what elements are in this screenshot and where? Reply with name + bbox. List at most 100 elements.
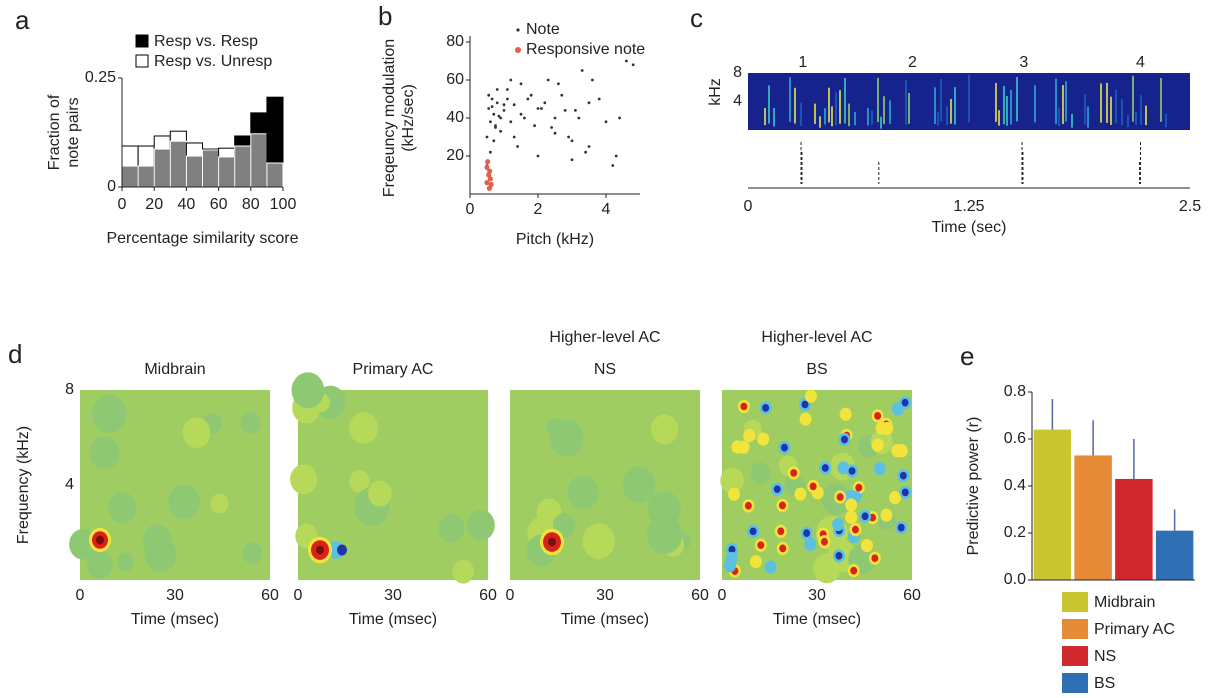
panel-title: Midbrain (144, 361, 205, 378)
scatter-point (489, 120, 492, 124)
strf-blob (899, 471, 907, 480)
scatter-point (597, 97, 601, 101)
x-tick-label: 0 (118, 196, 127, 213)
strf-blob (809, 482, 817, 491)
strf-blob (767, 563, 775, 571)
scatter-point (492, 139, 496, 143)
strf-blob (898, 446, 906, 455)
spectrogram-texture (1121, 99, 1123, 126)
spectrogram-texture (877, 77, 879, 123)
x-axis-label: Time (msec) (131, 611, 219, 628)
x-axis-label: Time (msec) (349, 611, 437, 628)
spectrogram-texture (1010, 89, 1012, 125)
strf-blob (796, 490, 804, 498)
strf-blob (801, 400, 809, 409)
spectrogram-texture (1006, 95, 1008, 126)
strf-blob (840, 435, 848, 444)
scatter-point (484, 164, 490, 170)
spectrogram-texture (1084, 94, 1086, 125)
strf-blob (452, 559, 475, 584)
strf-blob (901, 488, 909, 497)
scatter-point (512, 103, 516, 107)
strf-blob (726, 561, 734, 570)
strf-blob (882, 511, 890, 519)
y-tick-label: 60 (446, 71, 464, 88)
strf-blob (91, 394, 127, 434)
spectrogram-texture (1110, 96, 1112, 125)
note-label: 1 (798, 54, 807, 71)
spectrogram-texture (848, 103, 850, 127)
scatter-point (487, 168, 493, 174)
strf-blob (876, 464, 884, 473)
scatter-point (553, 116, 557, 120)
y-tick-label: 4 (733, 93, 742, 110)
y-axis-label: kHz (707, 78, 724, 106)
spectrogram-texture (1016, 76, 1018, 122)
x-tick-label: 30 (808, 587, 826, 604)
spectrogram-texture (1058, 107, 1060, 127)
x-tick-label: 2.5 (1179, 198, 1201, 215)
histogram-bar-overlap (250, 133, 268, 188)
y-tick-label: 0.2 (1004, 524, 1026, 541)
legend-swatch (1062, 673, 1088, 693)
strf-blob (762, 404, 770, 412)
panel-letter: d (8, 339, 22, 369)
legend-swatch (515, 47, 521, 53)
strf-blob (337, 544, 347, 556)
scatter-point (499, 116, 502, 120)
x-axis-label: Pitch (kHz) (516, 231, 594, 248)
spectrogram-texture (940, 78, 942, 122)
y-axis-label: Frequency (kHz) (15, 426, 32, 544)
strf-blob (802, 415, 810, 423)
histogram-bar-overlap (218, 156, 236, 188)
strf-blob (728, 545, 736, 554)
scatter-point (485, 135, 489, 139)
histogram-bar-overlap (185, 155, 203, 188)
y-tick-label: 8 (65, 381, 74, 398)
x-tick-label: 0 (506, 587, 515, 604)
y-tick-label: 0.6 (1004, 430, 1026, 447)
spectrogram-texture (880, 116, 882, 129)
spectrogram-texture (1165, 113, 1167, 128)
x-tick-label: 4 (602, 201, 611, 218)
scatter-point (487, 176, 493, 182)
x-axis-label: Time (sec) (932, 219, 1007, 236)
scatter-point (618, 116, 621, 120)
legend-label: Midbrain (1094, 594, 1155, 611)
strf-blob (790, 469, 798, 477)
strf-blob (740, 402, 748, 411)
spectrogram-texture (871, 110, 873, 125)
strf-blob (744, 501, 752, 510)
x-axis-label: Time (msec) (773, 611, 861, 628)
spectrogram-texture (998, 110, 1000, 126)
strf-blob (861, 512, 869, 521)
scatter-point (484, 180, 490, 186)
y-axis-label: Freqeuncy modulation (381, 39, 398, 197)
x-tick-label: 30 (166, 587, 184, 604)
strf-blob (349, 470, 370, 493)
strf-blob (842, 410, 850, 419)
spectrogram-texture (1062, 85, 1064, 125)
x-tick-label: 2 (534, 201, 543, 218)
scatter-point (526, 97, 530, 101)
scatter-point (611, 164, 615, 167)
strf-blob (168, 484, 200, 520)
scatter-point (580, 69, 584, 72)
scatter-point (490, 97, 494, 101)
spectrogram-texture (773, 108, 775, 127)
strf-blob (883, 424, 891, 433)
y-tick-label: 20 (446, 147, 464, 164)
scatter-point (560, 93, 564, 97)
spectrogram-texture (1100, 83, 1102, 123)
note-label: 3 (1019, 54, 1028, 71)
scatter-point (584, 150, 587, 154)
note-label: 4 (1136, 54, 1145, 71)
y-tick-label: 0.0 (1004, 571, 1026, 588)
strf-blob (863, 541, 871, 550)
scatter-point (567, 135, 570, 139)
spectrogram-texture (794, 87, 796, 124)
legend-swatch (1062, 646, 1088, 666)
scatter-point (577, 116, 581, 120)
x-tick-label: 60 (261, 587, 279, 604)
x-axis-label: Percentage similarity score (106, 230, 298, 247)
